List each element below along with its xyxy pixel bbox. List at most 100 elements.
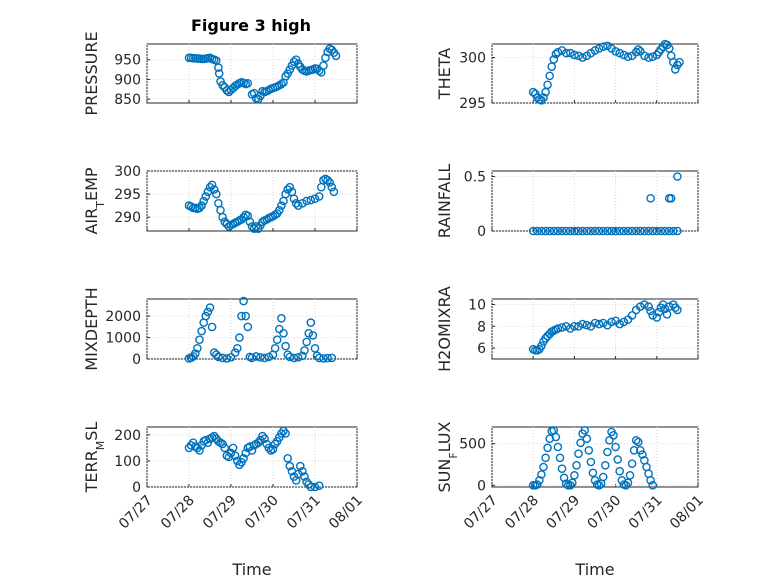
data-point bbox=[251, 352, 261, 361]
data-point bbox=[648, 52, 658, 62]
y-axis-label: THETA bbox=[435, 48, 454, 100]
y-tick-label: 295 bbox=[459, 96, 486, 112]
data-point bbox=[237, 215, 246, 224]
data-point bbox=[570, 50, 579, 60]
y-tick-label: 500 bbox=[459, 437, 486, 453]
data-point bbox=[553, 324, 563, 333]
data-point bbox=[561, 226, 571, 236]
data-point bbox=[656, 226, 666, 236]
y-axis-label: H2OMIXRA bbox=[435, 286, 454, 372]
x-tick-label: 07/28 bbox=[158, 493, 198, 533]
data-point bbox=[572, 460, 581, 470]
data-point bbox=[594, 480, 604, 490]
data-point bbox=[634, 437, 643, 447]
data-point bbox=[605, 435, 614, 445]
data-point bbox=[648, 480, 658, 490]
data-point bbox=[277, 79, 286, 89]
data-point bbox=[193, 443, 202, 453]
data-point bbox=[673, 305, 682, 315]
y-tick-label: 300 bbox=[459, 51, 486, 67]
data-point bbox=[557, 323, 567, 332]
y-tick-label: 2000 bbox=[105, 309, 141, 325]
data-point bbox=[256, 352, 265, 362]
data-point bbox=[557, 226, 567, 236]
subplot-4: 0 0.5 RAINFALL bbox=[435, 164, 699, 240]
data-point bbox=[673, 172, 682, 181]
data-point bbox=[201, 192, 211, 201]
data-point bbox=[302, 477, 311, 487]
data-point bbox=[281, 341, 290, 351]
data-point bbox=[636, 445, 645, 455]
data-point bbox=[310, 343, 320, 353]
y-tick-label: 950 bbox=[114, 53, 141, 69]
data-point bbox=[582, 226, 592, 236]
data-point bbox=[576, 438, 585, 448]
data-point bbox=[553, 226, 563, 236]
data-point bbox=[277, 429, 286, 438]
data-point bbox=[543, 443, 552, 453]
y-axis-label: MIXDEPTH bbox=[82, 287, 101, 370]
data-point bbox=[218, 212, 227, 222]
y-tick-label: 100 bbox=[114, 454, 141, 470]
data-point bbox=[640, 51, 649, 61]
data-point bbox=[230, 348, 240, 357]
data-point bbox=[237, 311, 246, 321]
data-point bbox=[574, 51, 583, 61]
data-point bbox=[289, 353, 299, 363]
data-point bbox=[285, 352, 295, 362]
data-point bbox=[243, 79, 253, 88]
data-point bbox=[323, 175, 332, 185]
data-point bbox=[594, 44, 604, 53]
data-point bbox=[640, 300, 649, 309]
data-point bbox=[272, 335, 282, 345]
subplot-2: 295 300 THETA bbox=[435, 39, 699, 112]
data-point bbox=[666, 193, 676, 203]
data-point bbox=[245, 217, 255, 227]
data-point bbox=[190, 349, 200, 358]
data-point bbox=[300, 346, 309, 355]
data-point bbox=[623, 226, 633, 236]
axes-box bbox=[146, 170, 358, 232]
x-tick-label: 07/30 bbox=[585, 493, 625, 533]
x-tick-label: 07/31 bbox=[284, 493, 324, 533]
data-point bbox=[623, 478, 633, 488]
data-point bbox=[260, 434, 269, 444]
data-point bbox=[660, 304, 670, 314]
data-point bbox=[298, 198, 307, 208]
subplot-1: 850 900 950 PRESSURE bbox=[82, 31, 358, 116]
x-tick-label: 07/31 bbox=[626, 493, 666, 533]
data-point bbox=[214, 63, 223, 72]
data-point bbox=[590, 226, 600, 236]
data-point bbox=[323, 353, 332, 363]
data-point bbox=[293, 352, 303, 362]
data-point bbox=[207, 322, 217, 332]
data-point bbox=[222, 354, 232, 363]
data-point bbox=[528, 87, 538, 97]
data-point bbox=[615, 466, 625, 476]
data-point bbox=[199, 196, 208, 206]
x-tick-label: 07/30 bbox=[242, 493, 282, 533]
data-point bbox=[627, 311, 637, 320]
data-point bbox=[195, 446, 204, 455]
axes-box bbox=[146, 426, 358, 488]
data-point bbox=[293, 201, 303, 210]
data-point bbox=[310, 194, 320, 203]
data-point bbox=[247, 446, 257, 455]
data-point bbox=[640, 226, 649, 236]
data-point bbox=[561, 479, 571, 489]
data-point bbox=[274, 205, 284, 215]
figure-title: Figure 3 high bbox=[191, 16, 311, 35]
data-point bbox=[553, 47, 563, 57]
data-point bbox=[319, 61, 328, 70]
data-point bbox=[327, 182, 337, 192]
data-point bbox=[584, 445, 594, 455]
data-point bbox=[184, 443, 194, 453]
data-point bbox=[533, 480, 542, 489]
data-point bbox=[325, 178, 335, 187]
data-point bbox=[289, 194, 299, 203]
data-point bbox=[195, 203, 204, 213]
data-point bbox=[646, 475, 655, 485]
data-point bbox=[247, 353, 257, 363]
data-point bbox=[528, 226, 538, 236]
